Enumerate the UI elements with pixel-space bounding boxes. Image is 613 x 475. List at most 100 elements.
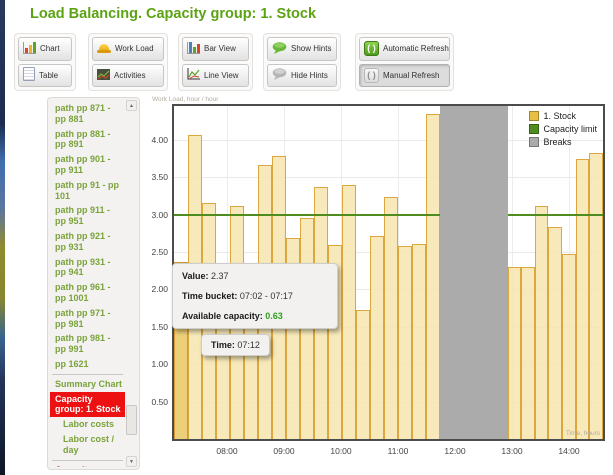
- sidebar-item-path-pp-901-pp-911[interactable]: path pp 901 - pp 911: [55, 154, 111, 175]
- autorefresh-icon: ( ): [364, 41, 379, 57]
- bar-1417[interactable]: [575, 158, 590, 439]
- legend-item-capacity-limit[interactable]: Capacity limit: [529, 124, 597, 134]
- sidebar-divider: [52, 459, 123, 461]
- bar-1332[interactable]: [534, 206, 549, 439]
- bar-1032[interactable]: [370, 236, 384, 439]
- chart-tooltip: Value: 2.37 Time bucket: 07:02 - 07:17 Ava…: [172, 263, 338, 329]
- chart-axis-title: Work Load, hour / hour: [152, 96, 219, 103]
- toolbar-group: Chart Table: [14, 33, 76, 91]
- desktop-edge-strip: [0, 0, 5, 475]
- tooltip-value: 07:02 - 07:17: [237, 291, 293, 301]
- button-label: Manual Refresh: [383, 70, 440, 80]
- legend-swatch: [529, 124, 540, 134]
- sidebar-item-labor-cost-day[interactable]: Labor cost / day: [63, 433, 115, 455]
- bar-1017[interactable]: [356, 309, 370, 439]
- scrollbar-thumb[interactable]: [126, 405, 137, 435]
- button-label: Bar View: [204, 44, 236, 54]
- legend-swatch: [529, 111, 540, 121]
- sidebar-item-path-pp-971-pp-981[interactable]: path pp 971 - pp 981: [55, 307, 111, 329]
- table-button[interactable]: Table: [18, 63, 72, 87]
- tooltip-row: Available capacity: 0.63: [182, 311, 328, 321]
- legend-item-breaks[interactable]: Breaks: [529, 137, 597, 147]
- sidebar-divider: [52, 373, 123, 375]
- bar-view-button[interactable]: Bar View: [182, 37, 249, 61]
- hide-hints-button[interactable]: Hide Hints: [267, 63, 337, 87]
- manualrefresh-icon: ( ): [364, 67, 379, 83]
- toolbar-group: Bar View Line View: [178, 33, 253, 91]
- bar-1132[interactable]: [426, 113, 440, 439]
- chart-time-tooltip: Time: 07:12: [201, 334, 270, 356]
- workload-icon: [97, 44, 111, 53]
- button-label: Work Load: [115, 44, 154, 54]
- manual-refresh-button[interactable]: ( ) Manual Refresh: [359, 63, 450, 87]
- breaks-band: [440, 106, 508, 439]
- sidebar-scrollbar[interactable]: ▲ ▼: [126, 100, 137, 467]
- tooltip-row: Time bucket: 07:02 - 07:17: [182, 291, 328, 301]
- bar-1432[interactable]: [589, 152, 603, 439]
- sidebar-item-path-pp-961-pp-1001[interactable]: path pp 961 - pp 1001: [55, 282, 111, 303]
- sidebar-item-pp-1621[interactable]: pp 1621: [55, 358, 89, 369]
- sidebar-item-labor-costs[interactable]: Labor costs: [63, 419, 115, 430]
- legend-swatch: [529, 137, 540, 147]
- work-load-button[interactable]: Work Load: [92, 37, 164, 61]
- hidehints-icon: [272, 68, 287, 82]
- arrow-up-icon: ▲: [129, 103, 134, 109]
- button-label: Activities: [114, 70, 146, 80]
- sidebar-item-path-pp-931-pp-941[interactable]: path pp 931 - pp 941: [55, 256, 111, 278]
- x-tick-label: 12:00: [444, 446, 466, 456]
- bar-1347[interactable]: [548, 226, 563, 439]
- x-tick-label: 13:00: [501, 446, 523, 456]
- tooltip-value: 2.37: [208, 271, 229, 281]
- automatic-refresh-button[interactable]: ( ) Automatic Refresh: [359, 37, 450, 61]
- sidebar-item-path-pp-911-pp-951[interactable]: path pp 911 - pp 951: [55, 205, 111, 227]
- bar-1402[interactable]: [562, 253, 576, 439]
- y-tick-label: 0.50: [151, 396, 168, 407]
- legend-item-1-stock[interactable]: 1. Stock: [529, 111, 597, 121]
- show-hints-button[interactable]: Show Hints: [267, 37, 337, 61]
- sidebar-item-capacity-group-qc[interactable]: Capacity group: QC: [50, 463, 125, 467]
- x-tick-label: 14:00: [558, 446, 580, 456]
- button-label: Show Hints: [291, 44, 332, 54]
- legend-label: Breaks: [543, 137, 572, 147]
- sidebar-list: path pp 871 - pp 881 path pp 881 - pp 891…: [50, 101, 125, 467]
- scroll-down-button[interactable]: ▼: [126, 456, 137, 467]
- arrow-down-icon: ▼: [129, 459, 134, 465]
- x-axis-unit-label: Time, hours: [565, 430, 600, 437]
- sidebar-item-summary-chart[interactable]: Summary Chart: [55, 378, 123, 389]
- button-label: Hide Hints: [291, 70, 328, 80]
- sidebar: path pp 871 - pp 881 path pp 881 - pp 891…: [47, 97, 140, 470]
- bar-1047[interactable]: [384, 196, 398, 439]
- bar-1102[interactable]: [398, 246, 412, 439]
- bar-1302[interactable]: [507, 266, 522, 439]
- legend-label: 1. Stock: [543, 111, 576, 121]
- tooltip-time-value: 07:12: [237, 340, 260, 350]
- lineview-icon: [187, 68, 200, 82]
- y-tick-label: 2.00: [151, 284, 168, 295]
- table-icon: [23, 67, 35, 83]
- sidebar-item-path-pp-981-pp-991[interactable]: path pp 981 - pp 991: [55, 333, 111, 355]
- sidebar-item-path-pp-921-pp-931[interactable]: path pp 921 - pp 931: [55, 230, 111, 252]
- horizontal-gridline: [174, 177, 603, 179]
- x-tick-label: 09:00: [273, 446, 295, 456]
- activities-icon: [97, 68, 110, 82]
- tooltip-time-label: Time:: [211, 340, 235, 350]
- sidebar-item-path-pp-881-pp-891[interactable]: path pp 881 - pp 891: [55, 128, 111, 150]
- button-label: Automatic Refresh: [383, 44, 449, 54]
- bar-1317[interactable]: [521, 266, 535, 439]
- x-tick-label: 08:00: [216, 446, 238, 456]
- chart-button[interactable]: Chart: [18, 37, 72, 61]
- bar-1002[interactable]: [342, 184, 356, 439]
- capacity-limit-line: [174, 213, 603, 216]
- activities-button[interactable]: Activities: [92, 63, 164, 87]
- y-tick-label: 1.00: [151, 359, 168, 370]
- sidebar-item-path-pp-871-pp-881[interactable]: path pp 871 - pp 881: [55, 103, 111, 124]
- line-view-button[interactable]: Line View: [182, 63, 249, 87]
- toolbar-group: Show Hints Hide Hints: [263, 33, 341, 91]
- tooltip-label: Time bucket:: [182, 291, 238, 301]
- sidebar-item-capacity-group-1-stock[interactable]: Capacity group: 1. Stock: [50, 391, 125, 418]
- scroll-up-button[interactable]: ▲: [126, 100, 137, 111]
- sidebar-item-path-pp-91-pp-101[interactable]: path pp 91 - pp 101: [55, 179, 119, 201]
- toolbar-group: ( ) Automatic Refresh ( ) Manual Refresh: [355, 33, 454, 91]
- tooltip-label: Available capacity:: [182, 311, 263, 321]
- bar-1117[interactable]: [412, 243, 426, 439]
